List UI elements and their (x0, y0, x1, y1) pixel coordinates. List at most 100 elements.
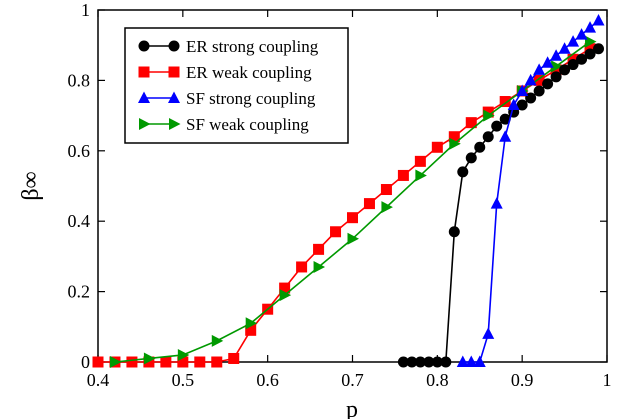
data-point (313, 243, 325, 255)
data-point (211, 334, 224, 347)
data-point (465, 152, 477, 164)
data-point (440, 356, 452, 368)
data-point (296, 261, 308, 273)
data-point (499, 130, 512, 142)
data-point (550, 49, 563, 61)
y-tick-label: 0.6 (68, 141, 91, 161)
data-point (584, 48, 596, 60)
data-point (431, 356, 443, 368)
data-point (482, 327, 495, 339)
data-point (423, 356, 435, 368)
data-point (473, 355, 486, 367)
series-layer (92, 14, 605, 368)
x-tick-label: 0.4 (87, 370, 110, 390)
legend-marker (168, 91, 180, 103)
data-point (448, 226, 460, 238)
data-point (499, 96, 511, 108)
y-tick-label: 0.2 (68, 282, 91, 302)
data-point (474, 141, 486, 153)
series-0 (397, 43, 605, 368)
legend-label: SF strong coupling (186, 89, 316, 108)
data-point (448, 131, 460, 143)
data-point (584, 21, 597, 33)
legend-marker (139, 118, 151, 130)
data-point (397, 356, 409, 368)
data-point (550, 71, 562, 83)
data-point (483, 109, 495, 122)
x-tick-label: 0.7 (341, 370, 364, 390)
data-point (414, 356, 426, 368)
legend-marker (168, 40, 180, 52)
data-point (363, 198, 375, 210)
data-point (330, 226, 342, 238)
ticks-layer: 0.4 0.5 0.6 0.7 0.8 0.9 1 0 0.2 0.4 0.6 0.8 1 (68, 0, 612, 390)
data-point (431, 141, 443, 153)
data-point (415, 169, 427, 182)
data-point (491, 120, 503, 132)
data-point (457, 166, 469, 178)
data-point (381, 201, 393, 214)
data-point (516, 84, 529, 96)
data-point (347, 232, 359, 245)
data-point (524, 73, 537, 86)
series-line (462, 19, 600, 363)
legend-label: ER strong coupling (186, 37, 319, 56)
data-point (211, 356, 223, 368)
data-point (592, 14, 605, 26)
data-point (177, 348, 190, 361)
x-tick-label: 0.9 (511, 370, 534, 390)
data-point (516, 99, 528, 111)
data-point (414, 155, 426, 167)
y-tick-label: 1 (81, 0, 90, 20)
data-point (406, 356, 418, 368)
data-point (482, 131, 494, 143)
data-point (465, 117, 477, 129)
data-point (177, 356, 189, 368)
data-point (397, 169, 409, 181)
legend-marker (138, 40, 150, 52)
data-point (143, 356, 155, 368)
data-point (533, 74, 545, 86)
data-point (551, 60, 563, 73)
legend-marker (168, 66, 180, 78)
legend-entry: ER strong coupling (138, 37, 319, 56)
data-point (585, 35, 597, 48)
data-point (541, 56, 554, 68)
legend-entry: ER weak coupling (138, 63, 312, 82)
x-tick-label: 0.6 (256, 370, 279, 390)
data-point (92, 356, 104, 368)
data-point (347, 212, 358, 224)
data-point (245, 324, 257, 336)
y-axis-label: β∞ (18, 171, 44, 200)
series-3 (109, 35, 597, 368)
data-point (558, 42, 571, 54)
legend-marker (169, 118, 181, 130)
data-point (456, 355, 469, 367)
data-point (533, 63, 546, 75)
data-point (567, 59, 579, 71)
data-point (542, 78, 554, 90)
legend-label: SF weak coupling (186, 115, 309, 134)
data-point (449, 137, 461, 150)
x-tick-label: 0.8 (426, 370, 449, 390)
data-point (143, 352, 156, 365)
data-point (313, 260, 326, 273)
legend-marker (138, 91, 150, 103)
y-tick-label: 0.8 (68, 70, 91, 90)
y-tick-label: 0 (81, 352, 90, 372)
legend-entry: SF weak coupling (139, 115, 309, 134)
data-point (567, 35, 580, 47)
data-point (576, 53, 588, 65)
data-point (525, 92, 537, 104)
data-point (126, 356, 138, 368)
y-tick-label: 0.4 (68, 211, 91, 231)
data-point (380, 184, 392, 196)
data-point (550, 64, 562, 76)
data-point (245, 317, 258, 330)
data-point (499, 113, 511, 125)
data-point (109, 356, 122, 368)
data-point (279, 289, 292, 302)
x-axis-label: p (346, 397, 358, 419)
